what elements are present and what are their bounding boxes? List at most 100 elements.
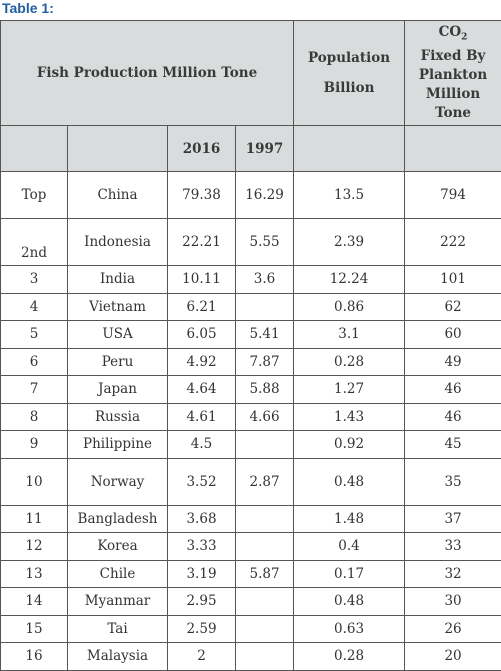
production-1997-cell: 5.55 [236, 219, 294, 266]
production-1997-cell: 5.41 [236, 321, 294, 349]
table-row: 6 Peru 4.92 7.87 0.28 49 [1, 348, 501, 376]
co2-header-line1: CO2 [405, 23, 501, 48]
country-cell: Philippine [68, 431, 168, 459]
population-cell: 0.92 [294, 431, 405, 459]
production-1997-cell [236, 505, 294, 533]
rank-cell: 11 [1, 505, 68, 533]
co2-header-line2: Fixed By [405, 47, 501, 66]
co2-cell: 101 [405, 266, 501, 294]
country-cell: USA [68, 321, 168, 349]
rank-cell: 6 [1, 348, 68, 376]
production-1997-cell [236, 533, 294, 561]
production-2016-cell: 4.5 [168, 431, 236, 459]
country-cell: Malaysia [68, 643, 168, 671]
co2-cell: 794 [405, 172, 501, 219]
co2-cell: 30 [405, 588, 501, 616]
population-cell: 0.48 [294, 458, 405, 505]
country-cell: Norway [68, 458, 168, 505]
table-row: 15 Tai 2.59 0.63 26 [1, 615, 501, 643]
table-row: 5 USA 6.05 5.41 3.1 60 [1, 321, 501, 349]
production-2016-cell: 4.61 [168, 403, 236, 431]
co2-cell: 35 [405, 458, 501, 505]
population-cell: 2.39 [294, 219, 405, 266]
country-cell: Peru [68, 348, 168, 376]
table-row: 12 Korea 3.33 0.4 33 [1, 533, 501, 561]
table-row: 11 Bangladesh 3.68 1.48 37 [1, 505, 501, 533]
population-cell: 13.5 [294, 172, 405, 219]
co2-cell: 20 [405, 643, 501, 671]
production-2016-cell: 2.95 [168, 588, 236, 616]
population-header: Population Billion [294, 21, 405, 126]
table-row: 9 Philippine 4.5 0.92 45 [1, 431, 501, 459]
population-cell: 1.43 [294, 403, 405, 431]
country-cell: India [68, 266, 168, 294]
co2-prefix: CO [439, 24, 462, 40]
population-cell: 0.4 [294, 533, 405, 561]
co2-header-line5: Tone [405, 104, 501, 123]
header-row-main: Fish Production Million Tone Population … [1, 21, 501, 126]
production-1997-cell: 4.66 [236, 403, 294, 431]
rank-cell: 14 [1, 588, 68, 616]
country-cell: Myanmar [68, 588, 168, 616]
co2-cell: 46 [405, 403, 501, 431]
table-row: 2nd Indonesia 22.21 5.55 2.39 222 [1, 219, 501, 266]
co2-header-line4: Million [405, 85, 501, 104]
production-1997-cell [236, 588, 294, 616]
production-1997-cell [236, 615, 294, 643]
population-cell: 1.48 [294, 505, 405, 533]
rank-cell: 2nd [1, 219, 68, 266]
table-row: 4 Vietnam 6.21 0.86 62 [1, 293, 501, 321]
rank-cell: 10 [1, 458, 68, 505]
rank-cell: Top [1, 172, 68, 219]
country-cell: Japan [68, 376, 168, 404]
co2-cell: 45 [405, 431, 501, 459]
rank-cell: 9 [1, 431, 68, 459]
country-cell: Indonesia [68, 219, 168, 266]
country-cell: Tai [68, 615, 168, 643]
co2-cell: 46 [405, 376, 501, 404]
table-row: 14 Myanmar 2.95 0.48 30 [1, 588, 501, 616]
header-row-years: 2016 1997 [1, 126, 501, 172]
rank-cell: 8 [1, 403, 68, 431]
rank-cell: 7 [1, 376, 68, 404]
country-cell: Korea [68, 533, 168, 561]
production-2016-cell: 10.11 [168, 266, 236, 294]
country-cell: Bangladesh [68, 505, 168, 533]
production-1997-cell [236, 643, 294, 671]
production-1997-cell: 5.87 [236, 560, 294, 588]
rank-cell: 15 [1, 615, 68, 643]
population-cell: 0.28 [294, 348, 405, 376]
production-2016-cell: 2.59 [168, 615, 236, 643]
co2-cell: 222 [405, 219, 501, 266]
co2-cell: 26 [405, 615, 501, 643]
rank-cell: 16 [1, 643, 68, 671]
population-cell: 0.48 [294, 588, 405, 616]
population-cell: 3.1 [294, 321, 405, 349]
co2-header: CO2 Fixed By Plankton Million Tone [405, 21, 501, 126]
co2-cell: 37 [405, 505, 501, 533]
co2-header-line3: Plankton [405, 66, 501, 85]
production-2016-cell: 4.92 [168, 348, 236, 376]
rank-cell: 3 [1, 266, 68, 294]
production-1997-cell [236, 431, 294, 459]
country-cell: Russia [68, 403, 168, 431]
table-caption: Table 1: [2, 0, 54, 18]
country-cell: Chile [68, 560, 168, 588]
production-1997-cell: 2.87 [236, 458, 294, 505]
table-row: 7 Japan 4.64 5.88 1.27 46 [1, 376, 501, 404]
population-subheader-empty [294, 126, 405, 172]
fish-production-table: Fish Production Million Tone Population … [0, 20, 501, 671]
production-2016-cell: 22.21 [168, 219, 236, 266]
production-1997-cell: 7.87 [236, 348, 294, 376]
table-row: 10 Norway 3.52 2.87 0.48 35 [1, 458, 501, 505]
country-cell: Vietnam [68, 293, 168, 321]
population-header-line1: Population [294, 43, 404, 73]
population-cell: 1.27 [294, 376, 405, 404]
co2-cell: 62 [405, 293, 501, 321]
population-cell: 0.86 [294, 293, 405, 321]
co2-cell: 32 [405, 560, 501, 588]
population-cell: 12.24 [294, 266, 405, 294]
production-2016-cell: 6.21 [168, 293, 236, 321]
production-1997-cell: 16.29 [236, 172, 294, 219]
population-cell: 0.28 [294, 643, 405, 671]
